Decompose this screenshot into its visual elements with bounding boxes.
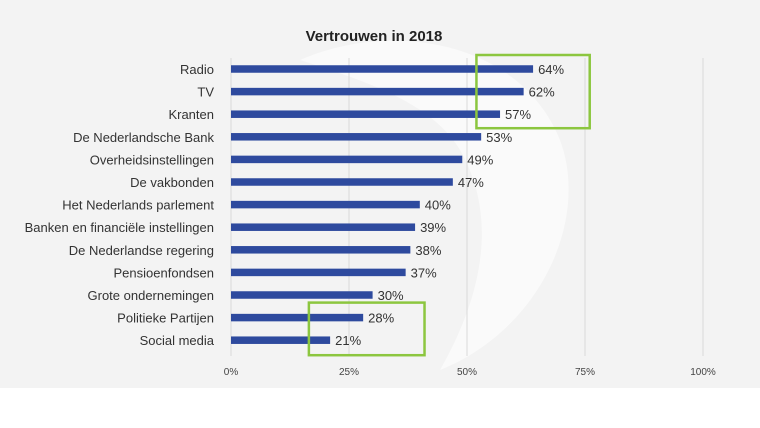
- watermark-logo: [300, 40, 569, 370]
- category-label: Het Nederlands parlement: [62, 198, 214, 213]
- bar: [231, 268, 406, 277]
- value-label: 38%: [415, 243, 441, 258]
- bar: [231, 133, 482, 141]
- bar: [231, 110, 501, 118]
- bar: [231, 87, 524, 96]
- category-label: De Nederlandse regering: [69, 243, 214, 258]
- chart-panel: Vertrouwen in 2018 Radio TV Kranten De Nede…: [0, 0, 760, 388]
- x-tick-label: 0%: [224, 367, 239, 378]
- category-label: Politieke Partijen: [117, 311, 214, 326]
- bar: [231, 313, 364, 322]
- category-label: De Nederlandsche Bank: [73, 130, 214, 145]
- highlight-box-top-media: [475, 53, 591, 130]
- value-label: 28%: [368, 311, 394, 326]
- category-label: Banken en financiële instellingen: [25, 220, 214, 235]
- value-label: 30%: [378, 288, 404, 303]
- value-label: 37%: [411, 265, 437, 280]
- chart-title: Vertrouwen in 2018: [306, 28, 443, 45]
- x-tick-label: 25%: [339, 367, 359, 378]
- category-label: Pensioenfondsen: [114, 265, 214, 280]
- category-label: Kranten: [168, 107, 214, 122]
- value-label: 62%: [529, 85, 555, 100]
- category-label: TV: [197, 85, 214, 100]
- category-label: Overheidsinstellingen: [90, 152, 214, 167]
- value-label: 53%: [486, 130, 512, 145]
- x-tick-label: 50%: [457, 367, 477, 378]
- bar: [231, 246, 411, 254]
- x-tick-label: 100%: [690, 367, 716, 378]
- value-label: 49%: [467, 152, 493, 167]
- value-label: 40%: [425, 198, 451, 213]
- bar: [231, 155, 463, 164]
- category-label: Radio: [180, 62, 214, 77]
- highlight-box-lowest-trust: [307, 301, 426, 357]
- bar: [231, 336, 331, 344]
- bar: [231, 178, 453, 186]
- bar: [231, 200, 420, 209]
- bar: [231, 223, 416, 231]
- value-label: 21%: [335, 333, 361, 348]
- value-label: 57%: [505, 107, 531, 122]
- category-label: Grote ondernemingen: [88, 288, 214, 303]
- x-tick-label: 75%: [575, 367, 595, 378]
- value-label: 47%: [458, 175, 484, 190]
- category-label: Social media: [140, 333, 215, 348]
- value-label: 64%: [538, 62, 564, 77]
- bar: [231, 65, 534, 73]
- bar: [231, 291, 373, 299]
- value-label: 39%: [420, 220, 446, 235]
- category-label: De vakbonden: [130, 175, 214, 190]
- bar-chart: Vertrouwen in 2018 Radio TV Kranten De Nede…: [25, 28, 716, 378]
